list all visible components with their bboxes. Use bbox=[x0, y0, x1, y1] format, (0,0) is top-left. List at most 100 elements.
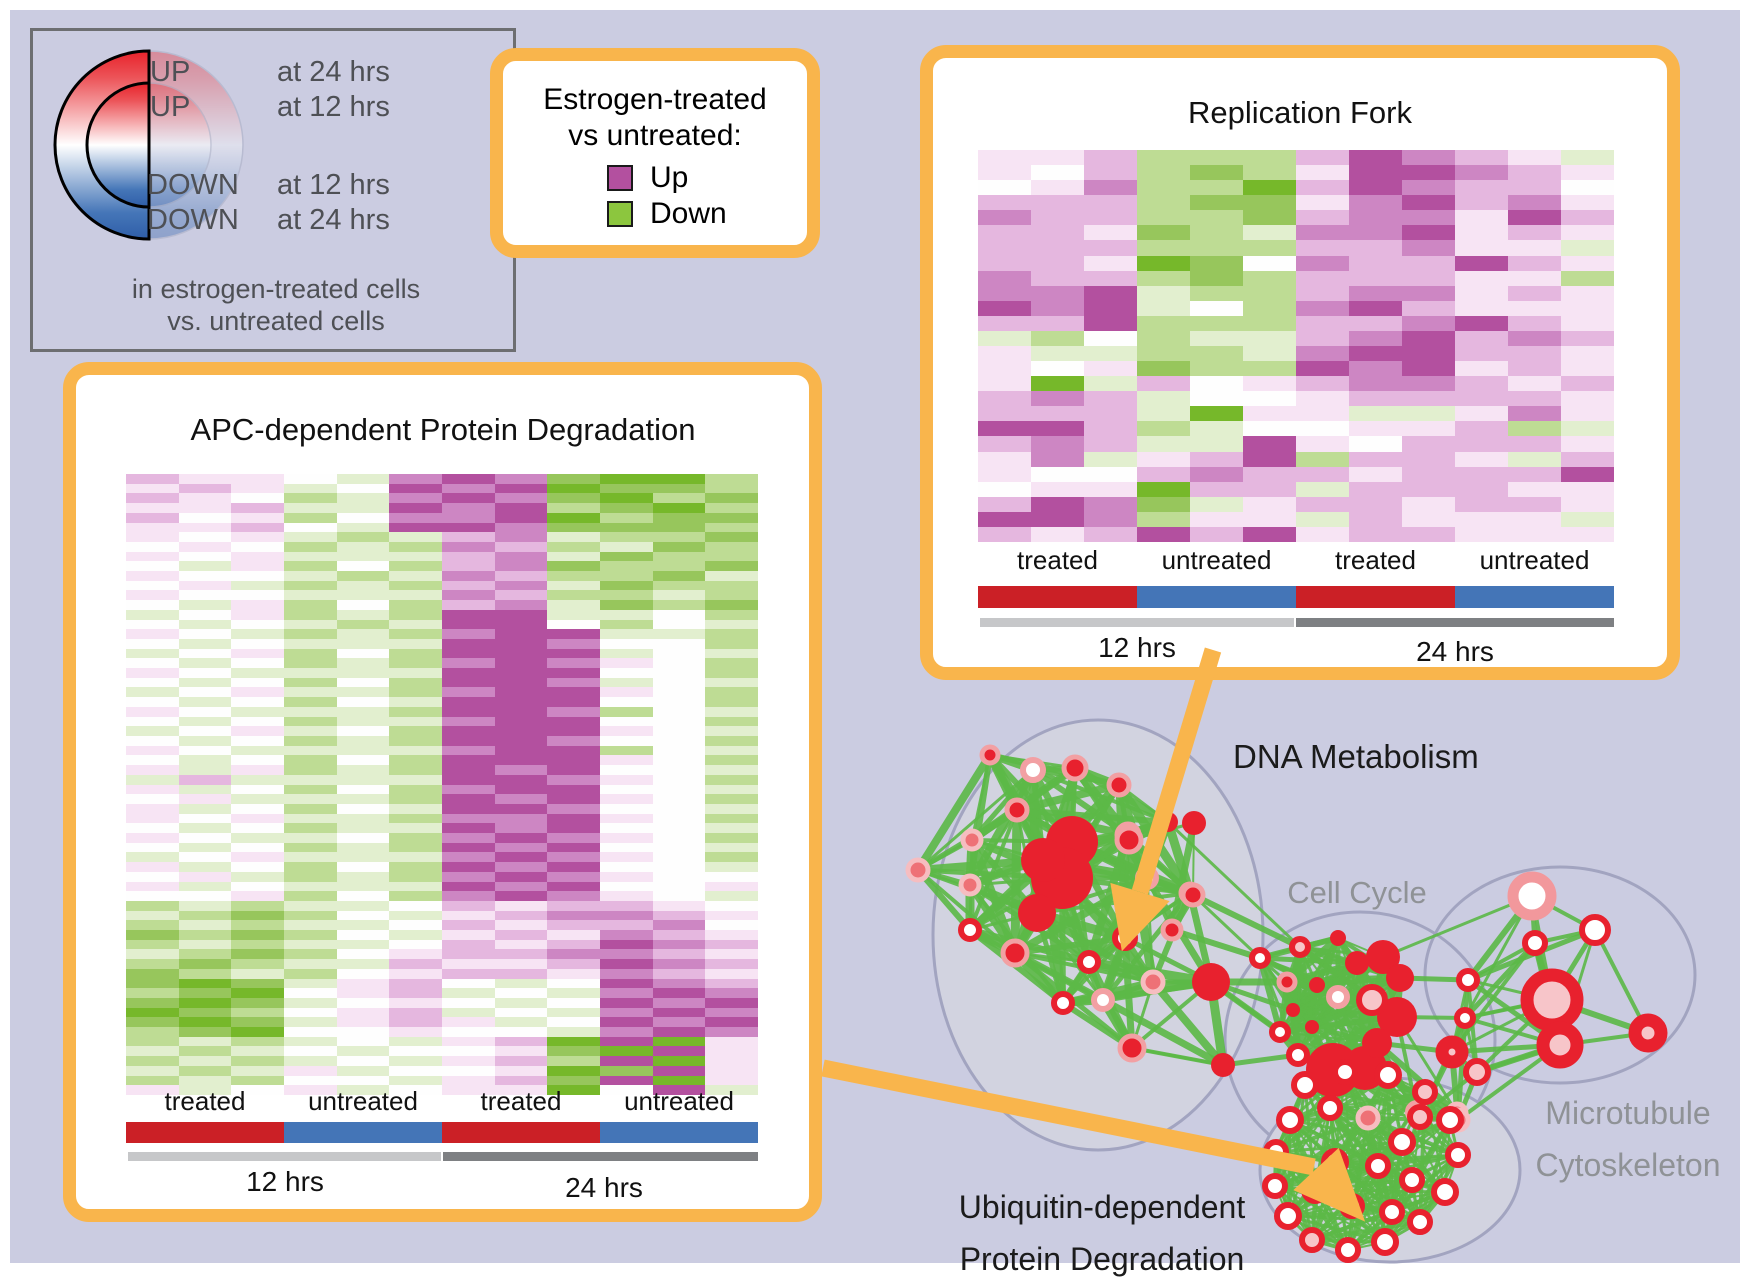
heatmap-cell bbox=[1084, 481, 1137, 497]
heatmap-cell bbox=[494, 1075, 548, 1086]
heatmap-cell bbox=[652, 1007, 706, 1018]
heatmap-cell bbox=[231, 1017, 284, 1028]
heatmap-cell bbox=[178, 1046, 232, 1057]
heatmap-cell bbox=[600, 871, 653, 882]
network-node bbox=[1463, 1058, 1491, 1086]
network-node bbox=[905, 857, 931, 883]
heatmap-cell bbox=[336, 1075, 390, 1086]
heatmap-cell bbox=[1137, 361, 1190, 377]
heatmap-cell bbox=[442, 988, 495, 998]
heatmap-cell bbox=[547, 1085, 600, 1095]
heatmap-cell bbox=[600, 716, 653, 727]
network-node bbox=[1309, 977, 1325, 993]
heatmap-cell bbox=[705, 891, 758, 901]
heatmap-cell bbox=[1508, 361, 1561, 377]
heatmap-cell bbox=[178, 609, 232, 620]
heatmap-cell bbox=[442, 1065, 495, 1076]
heatmap-cell bbox=[1137, 406, 1190, 422]
network-edge bbox=[1191, 893, 1262, 960]
heatmap-cell bbox=[389, 541, 442, 552]
heatmap-cell bbox=[652, 512, 706, 523]
network-node bbox=[1018, 894, 1056, 932]
heatmap-cell bbox=[1455, 270, 1508, 286]
heatmap-cell bbox=[336, 687, 390, 698]
heatmap-cell bbox=[705, 1046, 758, 1057]
ring-time-12-down: at 12 hrs bbox=[277, 169, 390, 201]
heatmap-cell bbox=[126, 959, 179, 969]
heatmap-cell bbox=[494, 1007, 548, 1018]
heatmap-cell bbox=[494, 755, 548, 766]
heatmap-cell bbox=[494, 852, 548, 863]
ring-label-down-12: DOWN bbox=[147, 169, 239, 201]
heatmap-cell bbox=[1084, 511, 1137, 527]
heatmap-cell bbox=[705, 803, 758, 814]
heatmap-cell bbox=[600, 503, 653, 513]
heatmap-cell bbox=[231, 1036, 284, 1047]
heatmap-cell bbox=[126, 493, 179, 504]
heatmap-cell bbox=[494, 920, 548, 931]
heatmap-cell bbox=[336, 920, 390, 931]
heatmap-cell bbox=[336, 765, 390, 775]
heatmap-cell bbox=[178, 541, 232, 552]
heatmap-cell bbox=[389, 823, 442, 834]
rf-group-treated-24: treated bbox=[1335, 545, 1416, 575]
heatmap-cell bbox=[652, 522, 706, 533]
heatmap-cell bbox=[336, 852, 390, 863]
heatmap-cell bbox=[442, 1027, 495, 1037]
heatmap-cell bbox=[600, 949, 653, 960]
heatmap-cell bbox=[705, 522, 758, 533]
network-node bbox=[1051, 991, 1075, 1015]
heatmap-cell bbox=[652, 745, 706, 756]
heatmap-cell bbox=[178, 900, 232, 911]
heatmap-cell bbox=[1455, 330, 1508, 346]
heatmap-cell bbox=[389, 852, 442, 863]
heatmap-cell bbox=[1243, 421, 1296, 437]
heatmap-cell bbox=[231, 871, 284, 882]
heatmap-cell bbox=[494, 503, 548, 513]
heatmap-cell bbox=[600, 512, 653, 523]
rf-24hr-label: 24 hrs bbox=[1416, 636, 1494, 667]
heatmap-cell bbox=[1031, 346, 1084, 362]
network-node bbox=[1330, 930, 1346, 946]
network-node bbox=[1106, 772, 1132, 798]
heatmap-cell bbox=[652, 668, 706, 678]
heatmap-cell bbox=[1508, 270, 1561, 286]
heatmap-cell bbox=[389, 774, 442, 785]
heatmap-cell bbox=[336, 493, 390, 504]
heatmap-cell bbox=[705, 988, 758, 998]
heatmap-cell bbox=[284, 803, 337, 814]
heatmap-cell bbox=[1402, 376, 1455, 392]
heatmap-cell bbox=[442, 862, 495, 872]
heatmap-cell bbox=[652, 483, 706, 494]
inner-ring-left-half bbox=[85, 81, 151, 209]
heatmap-cell bbox=[336, 1036, 390, 1047]
heatmap-cell bbox=[231, 784, 284, 795]
network-node bbox=[1579, 914, 1611, 946]
heatmap-cell bbox=[1190, 240, 1243, 256]
apc-heatmap bbox=[126, 474, 758, 1095]
network-node bbox=[1399, 1167, 1425, 1193]
heatmap-cell bbox=[1296, 225, 1349, 241]
heatmap-cell bbox=[178, 1085, 232, 1095]
heatmap-cell bbox=[652, 629, 706, 639]
heatmap-cell bbox=[336, 503, 390, 513]
heatmap-cell bbox=[652, 1036, 706, 1047]
heatmap-cell bbox=[1190, 526, 1243, 542]
apc-12hr-bar bbox=[128, 1152, 441, 1161]
heatmap-cell bbox=[1296, 150, 1349, 166]
heatmap-cell bbox=[389, 1027, 442, 1037]
heatmap-cell bbox=[284, 997, 337, 1008]
heatmap-cell bbox=[547, 571, 600, 581]
heatmap-cell bbox=[1243, 285, 1296, 301]
heatmap-cell bbox=[978, 315, 1031, 331]
heatmap-cell bbox=[547, 862, 600, 872]
heatmap-cell bbox=[978, 436, 1031, 452]
heatmap-cell bbox=[231, 988, 284, 998]
heatmap-cell bbox=[336, 716, 390, 727]
network-node bbox=[1276, 971, 1298, 993]
heatmap-cell bbox=[1402, 315, 1455, 331]
heatmap-cell bbox=[126, 997, 179, 1008]
network-node bbox=[1004, 797, 1030, 823]
heatmap-cell bbox=[1296, 391, 1349, 407]
network-edge bbox=[968, 809, 1019, 931]
